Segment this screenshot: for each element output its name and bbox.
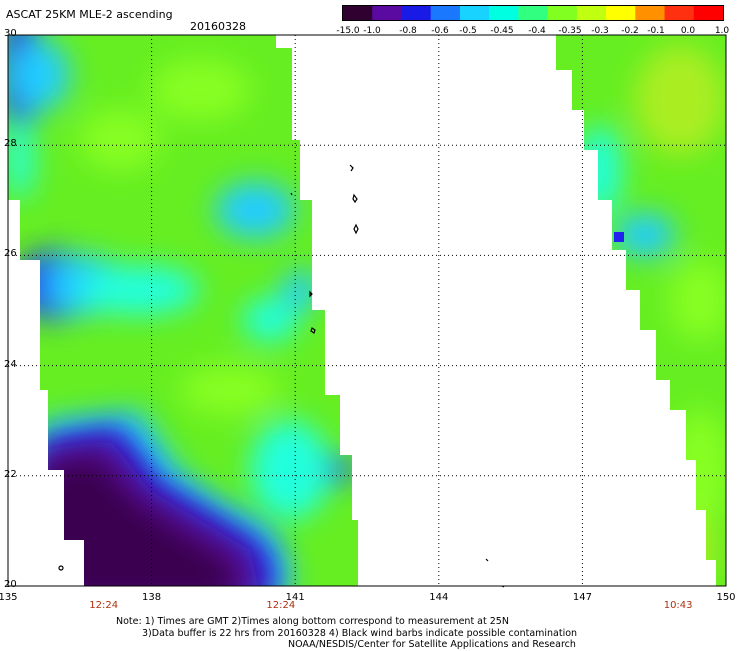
longitude-label: 144 bbox=[429, 592, 449, 603]
notes: Note: 1) Times are GMT 2)Times along bot… bbox=[116, 616, 577, 651]
pass-time-label: 12:24 bbox=[89, 600, 119, 611]
colorbar-label: -0.4 bbox=[528, 26, 546, 36]
note-line-1: Note: 1) Times are GMT 2)Times along bot… bbox=[116, 616, 509, 627]
colorbar-label: -0.1 bbox=[647, 26, 665, 36]
latitude-label: 22 bbox=[4, 468, 17, 480]
colorbar-label: 1.0 bbox=[714, 26, 730, 36]
colorbar-label: -0.45 bbox=[490, 26, 514, 36]
colorbar bbox=[342, 5, 724, 21]
colorbar-label: -0.5 bbox=[459, 26, 477, 36]
islands bbox=[58, 164, 505, 588]
swath-right bbox=[556, 35, 726, 586]
swath-left bbox=[8, 35, 358, 586]
note-line-2: 3)Data buffer is 22 hrs from 20160328 4)… bbox=[142, 627, 578, 639]
colorbar-label: -1.0 bbox=[363, 26, 381, 36]
latitude-label: 28 bbox=[4, 138, 17, 150]
colorbar-labels: -15.0 -1.0 -0.8 -0.6 -0.5 -0.45 -0.4 -0.35 -0.3 -… bbox=[330, 26, 740, 38]
latitude-label: 26 bbox=[4, 248, 17, 260]
colorbar-segment bbox=[693, 6, 723, 20]
note-line-3: NOAA/NESDIS/Center for Satellite Applica… bbox=[288, 639, 576, 650]
longitude-label: 141 bbox=[285, 592, 305, 603]
colorbar-label: -0.35 bbox=[558, 26, 582, 36]
latitude-label: 20 bbox=[4, 579, 17, 590]
longitude-label: 147 bbox=[572, 592, 592, 603]
colorbar-label: 0.0 bbox=[680, 26, 696, 36]
colorbar-segment bbox=[343, 6, 373, 20]
latitude-label: 30 bbox=[4, 28, 17, 39]
colorbar-segment bbox=[606, 6, 636, 20]
map-date: 20160328 bbox=[190, 20, 246, 33]
map-frame bbox=[7, 34, 727, 587]
colorbar-label: -0.3 bbox=[591, 26, 609, 36]
colorbar-segment bbox=[430, 6, 461, 20]
map-title: ASCAT 25KM MLE-2 ascending bbox=[6, 8, 173, 21]
colorbar-segment bbox=[372, 6, 402, 20]
colorbar-segment bbox=[401, 6, 432, 20]
pass-time-label: 12:24 bbox=[266, 600, 296, 611]
colorbar-segment bbox=[518, 6, 549, 20]
colorbar-segment bbox=[547, 6, 578, 20]
colorbar-segment bbox=[664, 6, 695, 20]
colorbar-label: -0.2 bbox=[621, 26, 639, 36]
colorbar-segment bbox=[489, 6, 519, 20]
latitude-label: 24 bbox=[4, 358, 17, 370]
colorbar-segment bbox=[576, 6, 607, 20]
pass-time-label: 10:43 bbox=[663, 600, 693, 611]
colorbar-segment bbox=[459, 6, 490, 20]
longitude-label: 150 bbox=[716, 592, 736, 603]
colorbar-label: -0.8 bbox=[399, 26, 417, 36]
colorbar-segment bbox=[635, 6, 666, 20]
longitude-label: 138 bbox=[142, 592, 162, 603]
colorbar-label: -0.6 bbox=[431, 26, 449, 36]
longitude-label: 135 bbox=[0, 592, 18, 603]
colorbar-label: -15.0 bbox=[336, 26, 360, 36]
